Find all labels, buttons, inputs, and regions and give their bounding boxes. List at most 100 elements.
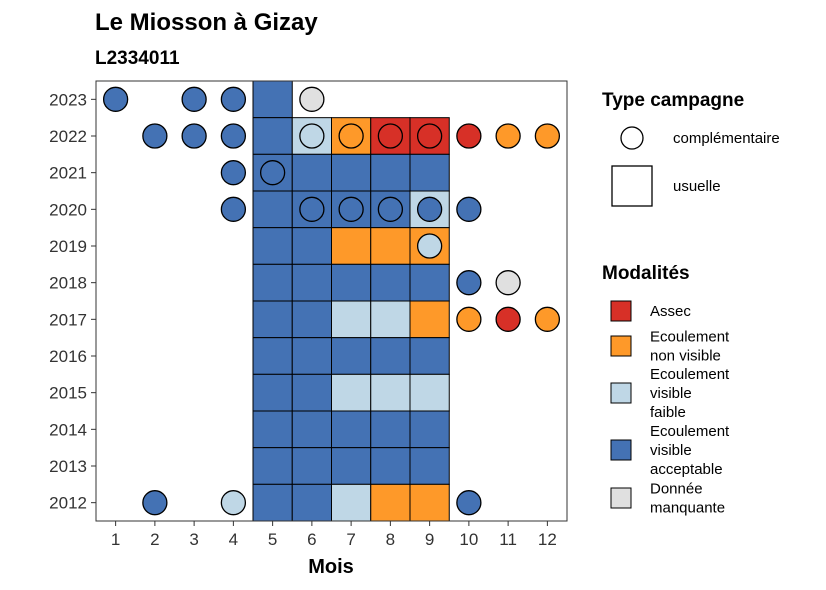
point: [495, 123, 521, 149]
tile: [370, 373, 411, 412]
y-tick-label: 2022: [49, 127, 87, 146]
tile: [291, 373, 332, 412]
legend-modalite-label: Ecoulement visible acceptable: [650, 423, 730, 478]
point: [534, 306, 561, 332]
x-axis: 1 2 3 4 5 6 7 8 9 10 11 12: [111, 521, 557, 549]
legend-key: [610, 487, 632, 509]
y-tick-label: 2023: [49, 90, 87, 109]
x-tick-label: 10: [459, 530, 478, 549]
point: [456, 270, 482, 296]
tile: [370, 483, 411, 522]
y-tick-label: 2013: [49, 457, 87, 476]
tile: [370, 227, 411, 265]
chart-subtitle: L2334011: [95, 48, 180, 69]
point: [534, 123, 561, 149]
point: [456, 196, 482, 222]
y-tick-label: 2017: [49, 310, 87, 329]
tile: [252, 410, 293, 449]
point: [416, 196, 443, 222]
point: [259, 160, 286, 186]
x-tick-label: 4: [229, 530, 238, 549]
legend: Type campagne complémentaire usuelle Moda…: [602, 90, 780, 517]
point: [456, 123, 482, 149]
plot-area: 1 2 3 4 5 6 7 8 9 10 11 12 202320222021202020192018…: [49, 80, 568, 549]
point: [220, 490, 247, 516]
tile: [252, 190, 293, 229]
y-tick-label: 2019: [49, 237, 87, 256]
point: [456, 306, 482, 332]
point: [299, 123, 325, 149]
point: [220, 123, 247, 149]
tile: [331, 153, 372, 192]
point: [102, 86, 129, 112]
x-tick-label: 9: [425, 530, 434, 549]
legend-key: [610, 382, 632, 404]
point: [299, 86, 325, 112]
usuelle-tiles: [252, 80, 450, 522]
point: [416, 123, 443, 149]
tile: [370, 300, 411, 339]
point: [456, 490, 482, 516]
x-tick-label: 12: [538, 530, 557, 549]
point: [220, 160, 247, 186]
x-tick-label: 3: [189, 530, 198, 549]
x-axis-title: Mois: [308, 556, 354, 578]
point: [377, 196, 404, 222]
tile: [291, 263, 332, 302]
x-tick-label: 5: [268, 530, 277, 549]
point: [495, 306, 521, 332]
tile: [331, 227, 372, 265]
legend-key: [610, 300, 632, 322]
legend-modalite-label: Assec: [650, 303, 691, 320]
point: [220, 196, 247, 222]
tile: [291, 300, 332, 339]
tile: [252, 117, 293, 155]
tile: [409, 153, 450, 192]
legend-modalite-label: Ecoulement visible faible: [650, 366, 730, 421]
tile: [252, 337, 293, 375]
point: [299, 196, 325, 222]
point: [338, 123, 364, 149]
tile: [409, 300, 450, 339]
legend-key: [610, 335, 632, 357]
tile: [291, 410, 332, 449]
tile: [370, 263, 411, 302]
legend-key-square: [611, 165, 653, 207]
tile: [370, 337, 411, 375]
tile: [252, 483, 293, 522]
tile: [252, 80, 293, 119]
point: [181, 123, 207, 149]
tile: [291, 337, 332, 375]
tile: [331, 300, 372, 339]
tile: [409, 263, 450, 302]
legend-key: [610, 439, 632, 461]
y-tick-label: 2020: [49, 200, 87, 219]
y-tick-label: 2021: [49, 164, 87, 183]
point: [142, 123, 168, 149]
point: [338, 196, 364, 222]
point: [220, 86, 247, 112]
tile: [291, 227, 332, 265]
legend-modalite-label: Donnée manquante: [650, 481, 725, 517]
complementaire-points: [102, 86, 561, 516]
tile: [331, 337, 372, 375]
point: [142, 490, 168, 516]
tile: [252, 373, 293, 412]
tile: [370, 410, 411, 449]
point: [495, 270, 521, 296]
tile: [409, 337, 450, 375]
tile: [370, 447, 411, 485]
tile: [291, 447, 332, 485]
legend-type-label: complémentaire: [673, 130, 780, 147]
tile: [291, 483, 332, 522]
point: [416, 233, 443, 259]
tile: [409, 373, 450, 412]
point: [377, 123, 404, 149]
tile: [331, 483, 372, 522]
tile: [331, 373, 372, 412]
y-axis: 2023 2022 2021 2020 2019 2018 2017 2016 2015 2014…: [49, 90, 96, 513]
legend-key-circle: [620, 126, 644, 150]
x-tick-label: 6: [307, 530, 316, 549]
